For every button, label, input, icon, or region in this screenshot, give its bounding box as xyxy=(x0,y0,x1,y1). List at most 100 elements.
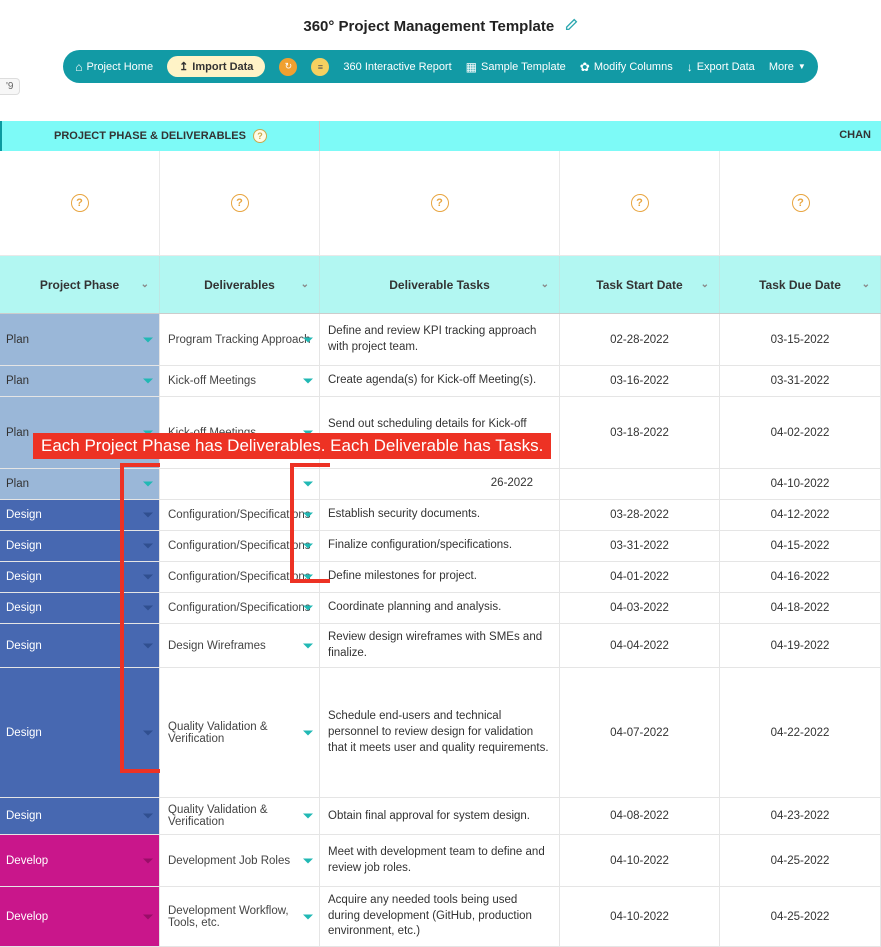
orange-badge-icon[interactable]: ↻ xyxy=(279,58,297,76)
phase-cell[interactable]: Design xyxy=(0,500,160,530)
dropdown-caret-icon xyxy=(143,858,153,863)
more-button[interactable]: More▼ xyxy=(769,61,806,73)
task-cell[interactable]: Finalize configuration/specifications. xyxy=(320,531,560,561)
task-cell[interactable]: Schedule end-users and technical personn… xyxy=(320,668,560,797)
start-date-cell[interactable]: 02-28-2022 xyxy=(560,314,720,365)
task-value: Coordinate planning and analysis. xyxy=(328,600,501,616)
due-date-value: 04-12-2022 xyxy=(771,509,830,521)
help-icon[interactable]: ? xyxy=(431,194,449,212)
task-cell[interactable]: Coordinate planning and analysis. xyxy=(320,593,560,623)
due-date-cell[interactable]: 04-22-2022 xyxy=(720,668,881,797)
export-data-button[interactable]: ↓Export Data xyxy=(687,60,755,74)
start-date-cell[interactable] xyxy=(560,469,720,499)
import-data-button[interactable]: ↥Import Data xyxy=(167,56,265,77)
start-date-cell[interactable]: 04-04-2022 xyxy=(560,624,720,667)
start-date-cell[interactable]: 03-18-2022 xyxy=(560,397,720,468)
due-date-cell[interactable]: 03-15-2022 xyxy=(720,314,881,365)
deliverable-cell[interactable]: Design Wireframes xyxy=(160,624,320,667)
task-value: Obtain final approval for system design. xyxy=(328,809,530,825)
col-header-deliverables[interactable]: Deliverables⌄ xyxy=(160,256,320,313)
task-value: Create agenda(s) for Kick-off Meeting(s)… xyxy=(328,373,536,389)
due-date-cell[interactable]: 04-19-2022 xyxy=(720,624,881,667)
due-date-cell[interactable]: 04-12-2022 xyxy=(720,500,881,530)
due-date-value: 04-16-2022 xyxy=(771,571,830,583)
dropdown-caret-icon xyxy=(143,337,153,342)
task-cell[interactable]: Review design wireframes with SMEs and f… xyxy=(320,624,560,667)
task-cell[interactable]: Establish security documents. xyxy=(320,500,560,530)
deliverable-cell[interactable]: Kick-off Meetings xyxy=(160,366,320,396)
due-date-cell[interactable]: 04-16-2022 xyxy=(720,562,881,592)
modify-columns-button[interactable]: ✿Modify Columns xyxy=(580,60,673,74)
deliverable-cell[interactable]: Configuration/Specifications xyxy=(160,500,320,530)
task-cell[interactable]: Acquire any needed tools being used duri… xyxy=(320,887,560,946)
deliverable-cell[interactable]: Program Tracking Approach xyxy=(160,314,320,365)
due-date-cell[interactable]: 04-25-2022 xyxy=(720,835,881,886)
dropdown-caret-icon xyxy=(143,606,153,611)
due-date-cell[interactable]: 04-10-2022 xyxy=(720,469,881,499)
edit-title-icon[interactable] xyxy=(565,18,578,36)
phase-cell[interactable]: Design xyxy=(0,624,160,667)
phase-cell[interactable]: Design xyxy=(0,668,160,797)
due-date-value: 04-22-2022 xyxy=(771,727,830,739)
deliverable-cell[interactable]: Quality Validation & Verification xyxy=(160,668,320,797)
interactive-report-button[interactable]: 360 Interactive Report xyxy=(343,61,451,73)
start-date-cell[interactable]: 04-10-2022 xyxy=(560,887,720,946)
due-date-cell[interactable]: 04-25-2022 xyxy=(720,887,881,946)
col-header-phase[interactable]: Project Phase⌄ xyxy=(0,256,160,313)
start-date-cell[interactable]: 04-01-2022 xyxy=(560,562,720,592)
start-date-cell[interactable]: 04-03-2022 xyxy=(560,593,720,623)
start-date-cell[interactable]: 04-07-2022 xyxy=(560,668,720,797)
start-date-cell[interactable]: 04-08-2022 xyxy=(560,798,720,834)
col-header-start[interactable]: Task Start Date⌄ xyxy=(560,256,720,313)
column-headers: Project Phase⌄ Deliverables⌄ Deliverable… xyxy=(0,256,881,314)
yellow-badge-icon[interactable]: ≡ xyxy=(311,58,329,76)
deliverable-cell[interactable]: Configuration/Specifications xyxy=(160,593,320,623)
start-date-cell[interactable]: 03-16-2022 xyxy=(560,366,720,396)
task-cell[interactable]: Meet with development team to define and… xyxy=(320,835,560,886)
sample-template-button[interactable]: ▦Sample Template xyxy=(466,60,566,74)
help-cell: ? xyxy=(560,151,720,255)
start-date-cell[interactable]: 03-28-2022 xyxy=(560,500,720,530)
table-row: Plan 26-2022 04-10-2022 xyxy=(0,469,881,500)
task-cell[interactable]: 26-2022 xyxy=(320,469,560,499)
help-icon[interactable]: ? xyxy=(253,129,267,143)
task-cell[interactable]: Define and review KPI tracking approach … xyxy=(320,314,560,365)
phase-cell[interactable]: Design xyxy=(0,593,160,623)
due-date-cell[interactable]: 03-31-2022 xyxy=(720,366,881,396)
help-icon[interactable]: ? xyxy=(631,194,649,212)
start-date-cell[interactable]: 03-31-2022 xyxy=(560,531,720,561)
task-cell[interactable]: Define milestones for project. xyxy=(320,562,560,592)
phase-cell[interactable]: Develop xyxy=(0,887,160,946)
due-date-cell[interactable]: 04-15-2022 xyxy=(720,531,881,561)
section-header-right: CHAN xyxy=(320,121,881,151)
deliverable-cell[interactable]: Development Workflow, Tools, etc. xyxy=(160,887,320,946)
task-cell[interactable]: Create agenda(s) for Kick-off Meeting(s)… xyxy=(320,366,560,396)
due-date-cell[interactable]: 04-18-2022 xyxy=(720,593,881,623)
due-date-cell[interactable]: 04-02-2022 xyxy=(720,397,881,468)
due-date-cell[interactable]: 04-23-2022 xyxy=(720,798,881,834)
deliverable-cell[interactable]: Configuration/Specifications xyxy=(160,531,320,561)
help-icon[interactable]: ? xyxy=(71,194,89,212)
help-icon[interactable]: ? xyxy=(231,194,249,212)
start-date-value: 04-10-2022 xyxy=(610,911,669,923)
col-header-due[interactable]: Task Due Date⌄ xyxy=(720,256,881,313)
task-cell[interactable]: Obtain final approval for system design. xyxy=(320,798,560,834)
deliverable-cell[interactable]: Development Job Roles xyxy=(160,835,320,886)
phase-cell[interactable]: Plan xyxy=(0,314,160,365)
phase-value: Design xyxy=(6,509,42,521)
col-header-tasks[interactable]: Deliverable Tasks⌄ xyxy=(320,256,560,313)
phase-cell[interactable]: Design xyxy=(0,531,160,561)
phase-cell[interactable]: Plan xyxy=(0,469,160,499)
start-date-cell[interactable]: 04-10-2022 xyxy=(560,835,720,886)
deliverable-cell[interactable]: Configuration/Specifications xyxy=(160,562,320,592)
phase-cell[interactable]: Design xyxy=(0,798,160,834)
phase-cell[interactable]: Plan xyxy=(0,366,160,396)
project-home-button[interactable]: ⌂Project Home xyxy=(75,60,153,74)
deliverable-cell[interactable] xyxy=(160,469,320,499)
help-icon[interactable]: ? xyxy=(792,194,810,212)
col-tasks-label: Deliverable Tasks xyxy=(389,278,490,292)
phase-cell[interactable]: Design xyxy=(0,562,160,592)
tab-badge[interactable]: '9 xyxy=(0,78,20,95)
phase-cell[interactable]: Develop xyxy=(0,835,160,886)
deliverable-cell[interactable]: Quality Validation & Verification xyxy=(160,798,320,834)
